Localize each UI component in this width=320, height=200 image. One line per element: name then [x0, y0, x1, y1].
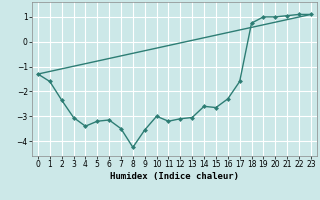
X-axis label: Humidex (Indice chaleur): Humidex (Indice chaleur) — [110, 172, 239, 181]
